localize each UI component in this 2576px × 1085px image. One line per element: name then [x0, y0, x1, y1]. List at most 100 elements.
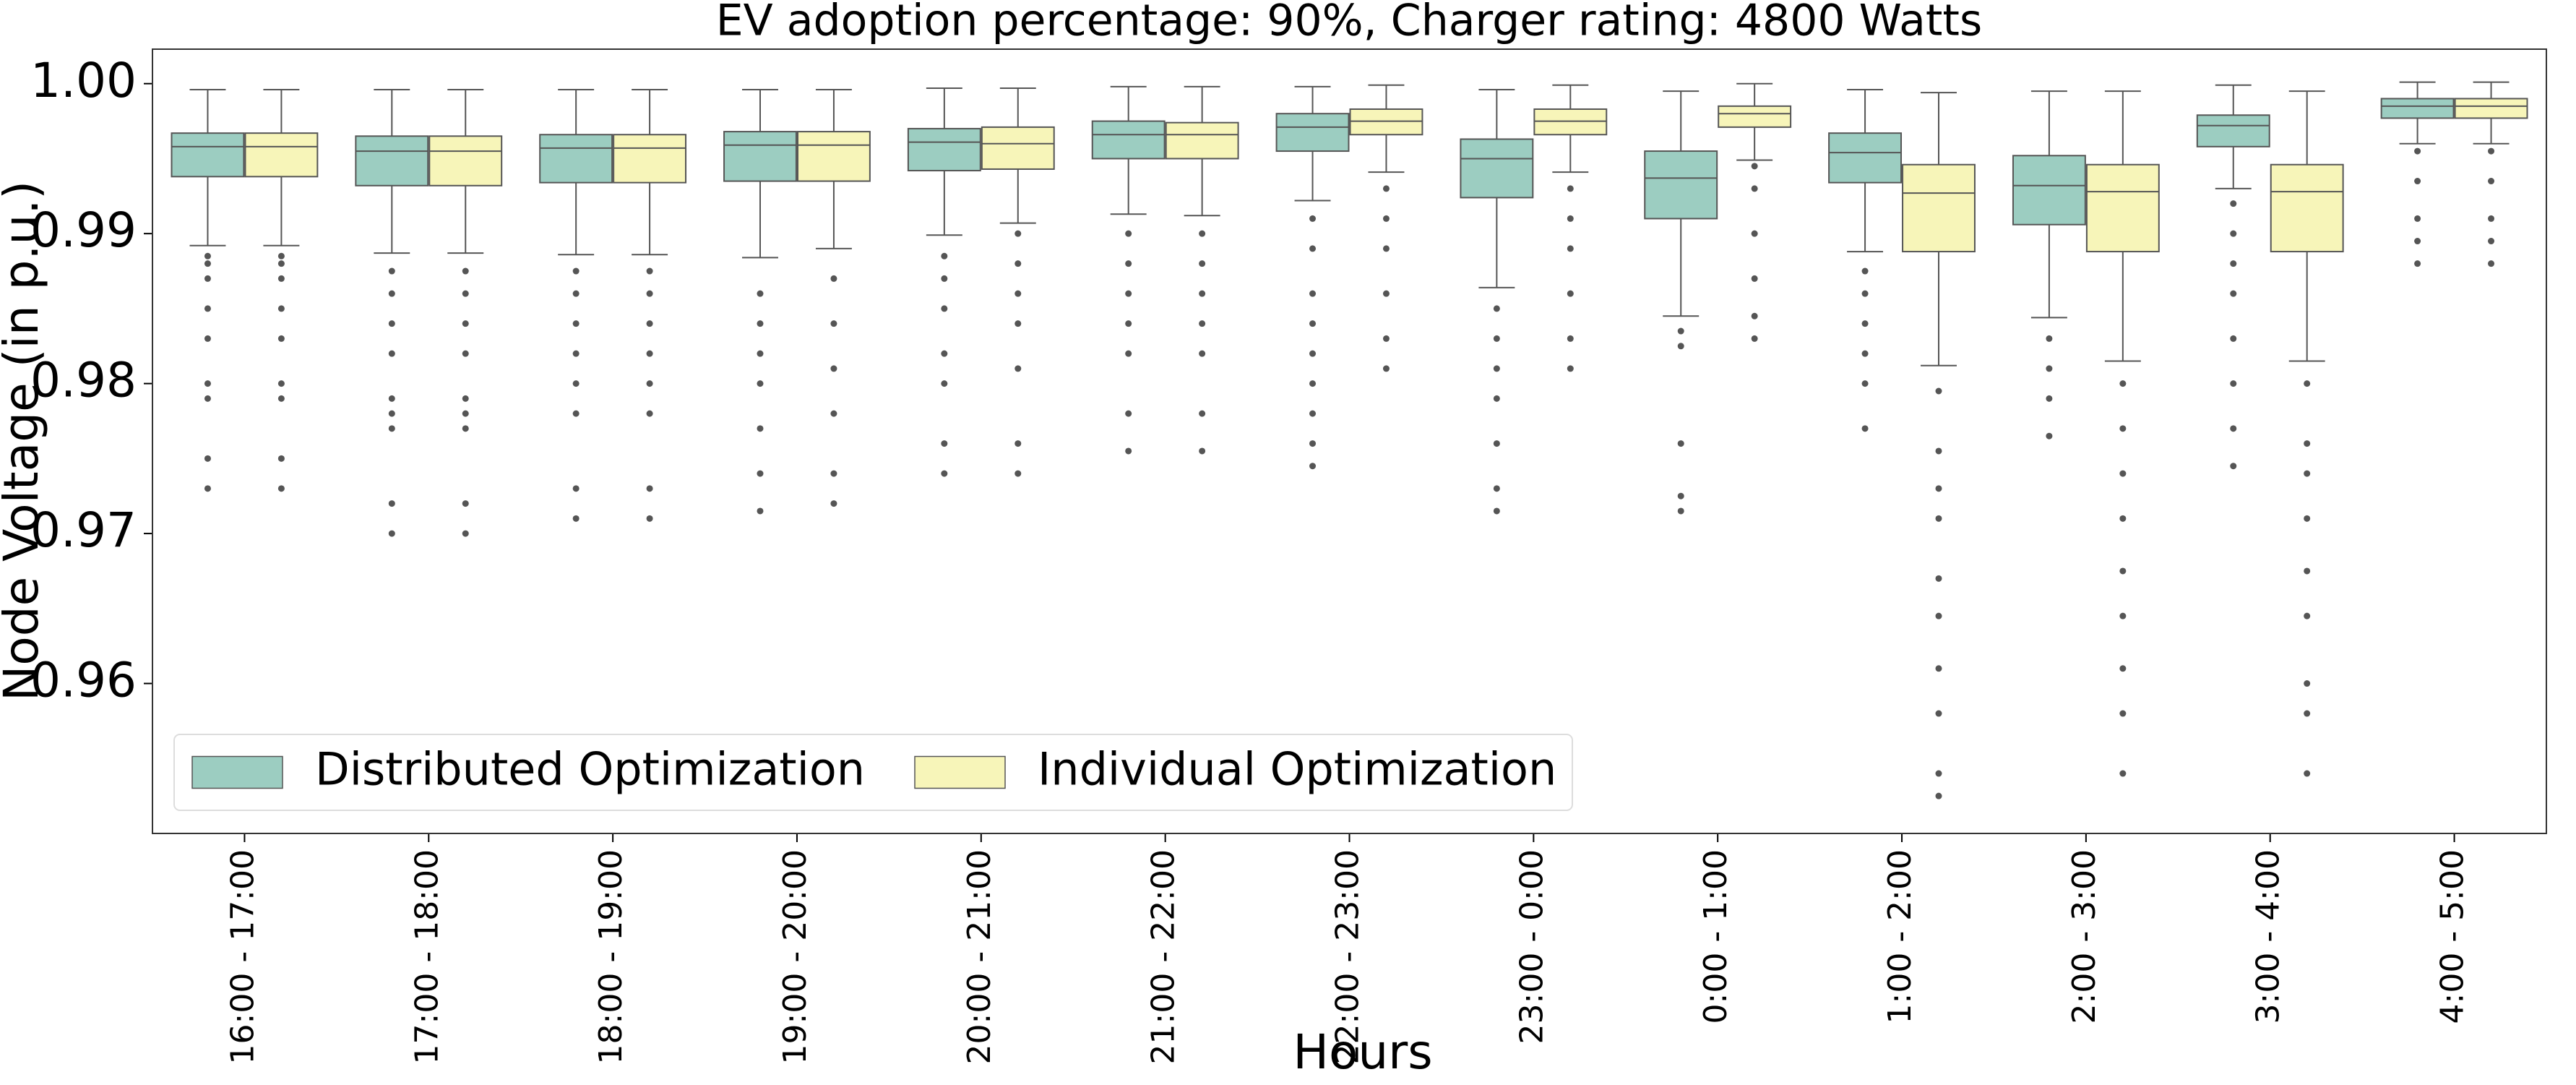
outlier: [646, 380, 653, 387]
outlier: [646, 290, 653, 297]
outlier: [646, 485, 653, 492]
outlier: [204, 380, 211, 387]
outlier: [2304, 440, 2311, 447]
outlier: [941, 470, 948, 477]
outlier: [646, 410, 653, 417]
outlier: [830, 275, 837, 282]
box: [1275, 113, 1350, 153]
outlier: [388, 500, 395, 507]
outlier: [388, 350, 395, 357]
outlier: [2304, 470, 2311, 477]
plot-frame: [152, 48, 2547, 834]
outlier: [1677, 507, 1684, 515]
box: [2196, 114, 2270, 147]
outlier: [1493, 507, 1500, 515]
outlier: [1309, 290, 1317, 297]
box-group: [1533, 84, 1608, 372]
outlier: [572, 380, 580, 387]
outlier: [1125, 320, 1132, 327]
box-group: [2270, 90, 2344, 777]
outlier: [1751, 163, 1758, 170]
outlier: [388, 410, 395, 417]
outlier: [1935, 575, 1942, 582]
box: [981, 126, 1055, 170]
outlier: [1015, 470, 1022, 477]
outlier: [1567, 365, 1574, 372]
outlier: [572, 267, 580, 275]
outlier: [388, 530, 395, 537]
outlier: [2304, 612, 2311, 619]
outlier: [462, 410, 469, 417]
box-group: [2012, 90, 2086, 439]
outlier: [277, 455, 285, 462]
box: [2454, 98, 2528, 119]
outlier: [1493, 335, 1500, 342]
outlier: [2230, 230, 2237, 237]
outlier: [1861, 350, 1869, 357]
outlier: [830, 365, 837, 372]
outlier: [572, 410, 580, 417]
outlier: [1309, 463, 1317, 470]
outlier: [2304, 567, 2311, 575]
outlier: [1493, 305, 1500, 312]
outlier: [1015, 260, 1022, 267]
outlier: [2230, 335, 2237, 342]
box-group: [355, 89, 429, 537]
y-tick-label: 0.99: [30, 202, 137, 258]
outlier: [941, 275, 948, 282]
box-group: [1460, 89, 1534, 515]
box-group: [1091, 85, 1166, 455]
outlier: [830, 320, 837, 327]
outlier: [1125, 290, 1132, 297]
x-tick-label: 17:00 - 18:00: [408, 849, 445, 1064]
outlier: [1935, 770, 1942, 777]
outlier: [1382, 245, 1390, 252]
outlier: [277, 335, 285, 342]
outlier: [1199, 350, 1206, 357]
outlier: [1493, 485, 1500, 492]
outlier: [2304, 380, 2311, 387]
box-group: [1349, 84, 1423, 372]
box: [1533, 108, 1608, 136]
outlier: [1493, 440, 1500, 447]
outlier: [1751, 230, 1758, 237]
box: [1644, 150, 1718, 220]
outlier: [2304, 515, 2311, 522]
outlier: [2046, 432, 2053, 439]
outlier: [277, 485, 285, 492]
outlier: [2119, 470, 2127, 477]
box-group: [2380, 81, 2455, 267]
outlier: [1382, 290, 1390, 297]
outlier: [572, 290, 580, 297]
outlier: [646, 267, 653, 275]
outlier: [1493, 365, 1500, 372]
outlier: [204, 275, 211, 282]
outlier: [388, 425, 395, 432]
outlier: [2119, 665, 2127, 672]
outlier: [1567, 215, 1574, 222]
outlier: [2230, 380, 2237, 387]
outlier: [2230, 260, 2237, 267]
outlier: [1751, 335, 1758, 342]
outlier: [277, 305, 285, 312]
outlier: [757, 290, 764, 297]
outlier: [1935, 710, 1942, 717]
x-axis-label: Hours: [1293, 1024, 1432, 1080]
outlier: [1382, 365, 1390, 372]
box: [1349, 108, 1423, 136]
outlier: [2304, 710, 2311, 717]
legend-swatch: [914, 755, 1006, 789]
outlier: [2488, 178, 2495, 185]
outlier: [2414, 147, 2421, 155]
outlier: [2119, 612, 2127, 619]
box-group: [1902, 92, 1976, 799]
legend-box: [173, 734, 1573, 811]
outlier: [462, 425, 469, 432]
outlier: [1677, 440, 1684, 447]
outlier: [277, 260, 285, 267]
outlier: [2414, 178, 2421, 185]
outlier: [1861, 290, 1869, 297]
box: [2012, 155, 2086, 226]
outlier: [1199, 320, 1206, 327]
